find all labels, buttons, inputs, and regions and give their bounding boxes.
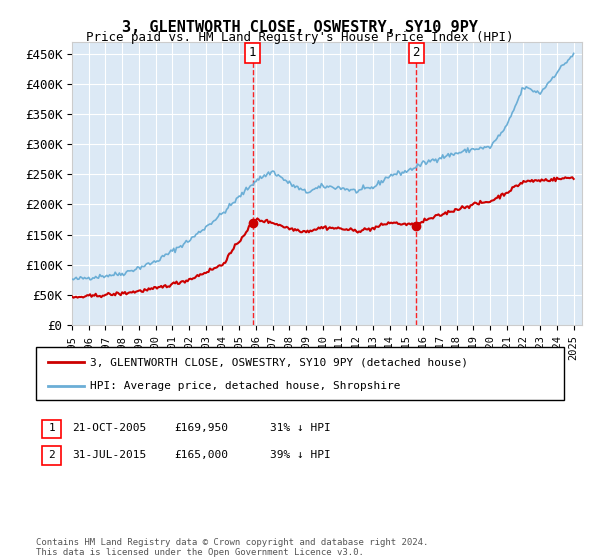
Text: 1: 1 — [48, 423, 55, 433]
Text: 2: 2 — [412, 46, 420, 59]
Text: 39% ↓ HPI: 39% ↓ HPI — [270, 450, 331, 460]
Text: HPI: Average price, detached house, Shropshire: HPI: Average price, detached house, Shro… — [90, 380, 401, 390]
Text: 31-JUL-2015: 31-JUL-2015 — [72, 450, 146, 460]
Text: 3, GLENTWORTH CLOSE, OSWESTRY, SY10 9PY: 3, GLENTWORTH CLOSE, OSWESTRY, SY10 9PY — [122, 20, 478, 35]
Text: 21-OCT-2005: 21-OCT-2005 — [72, 423, 146, 433]
Text: 2: 2 — [48, 450, 55, 460]
Text: 1: 1 — [249, 46, 256, 59]
Text: Price paid vs. HM Land Registry's House Price Index (HPI): Price paid vs. HM Land Registry's House … — [86, 31, 514, 44]
Text: £169,950: £169,950 — [174, 423, 228, 433]
Text: 31% ↓ HPI: 31% ↓ HPI — [270, 423, 331, 433]
Text: Contains HM Land Registry data © Crown copyright and database right 2024.
This d: Contains HM Land Registry data © Crown c… — [36, 538, 428, 557]
Text: £165,000: £165,000 — [174, 450, 228, 460]
Text: 3, GLENTWORTH CLOSE, OSWESTRY, SY10 9PY (detached house): 3, GLENTWORTH CLOSE, OSWESTRY, SY10 9PY … — [90, 357, 468, 367]
